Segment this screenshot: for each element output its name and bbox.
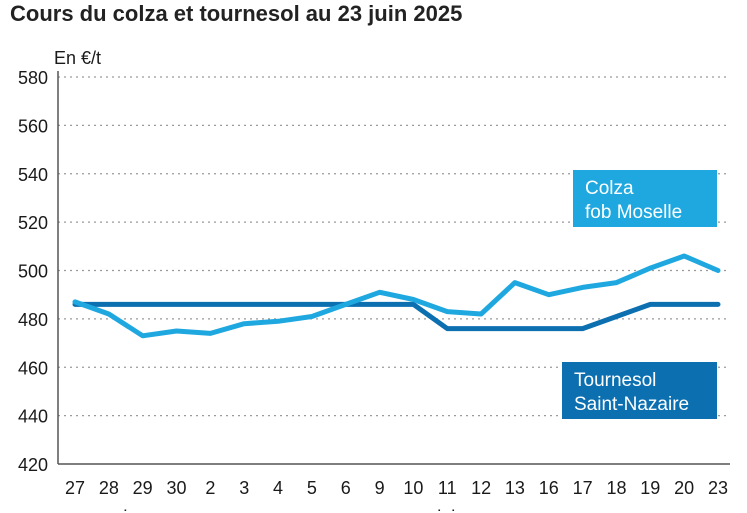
series-line-colza xyxy=(72,253,721,339)
y-tick-label: 440 xyxy=(18,407,48,427)
axes xyxy=(57,71,730,465)
x-tick-label: 2 xyxy=(205,478,215,498)
x-tick-label: 12 xyxy=(471,478,491,498)
x-tick-label: 5 xyxy=(307,478,317,498)
month-labels: mai juin xyxy=(98,507,465,513)
month-label: juin xyxy=(436,507,465,513)
x-tick-label: 27 xyxy=(65,478,85,498)
legend-colza: Colza fob Moselle xyxy=(573,170,717,227)
series-line-tournesol xyxy=(72,301,721,332)
x-tick-label: 20 xyxy=(674,478,694,498)
x-tick-label: 6 xyxy=(341,478,351,498)
x-tick-label: 10 xyxy=(403,478,423,498)
x-tick-label: 13 xyxy=(505,478,525,498)
x-tick-labels: 27 28 29 30 2 3 4 5 6 9 10 11 12 13 16 17 18 19 20 23 xyxy=(65,478,728,498)
y-tick-label: 480 xyxy=(18,310,48,330)
x-tick-label: 9 xyxy=(375,478,385,498)
x-tick-label: 23 xyxy=(708,478,728,498)
x-tick-label: 3 xyxy=(239,478,249,498)
series-lines xyxy=(72,253,721,339)
y-axis-unit-label: En €/t xyxy=(54,48,101,68)
x-tick-label: 4 xyxy=(273,478,283,498)
legend-box xyxy=(573,170,717,227)
legend-label: Saint-Nazaire xyxy=(574,394,689,415)
x-tick-label: 28 xyxy=(99,478,119,498)
legend-tournesol: Tournesol Saint-Nazaire xyxy=(562,362,717,419)
y-tick-label: 420 xyxy=(18,455,48,475)
legends: Colza fob Moselle Tournesol Saint-Nazaire xyxy=(562,170,717,419)
y-tick-label: 520 xyxy=(18,213,48,233)
x-tick-label: 16 xyxy=(539,478,559,498)
legend-label: Colza xyxy=(585,178,634,199)
x-tick-label: 18 xyxy=(606,478,626,498)
legend-box xyxy=(562,362,717,419)
x-tick-label: 30 xyxy=(167,478,187,498)
legend-label: fob Moselle xyxy=(585,202,682,223)
y-tick-label: 540 xyxy=(18,165,48,185)
chart-title: Cours du colza et tournesol au 23 juin 2… xyxy=(10,1,463,26)
month-label: mai xyxy=(98,507,127,513)
x-tick-label: 11 xyxy=(438,478,457,498)
y-tick-label: 580 xyxy=(18,68,48,88)
y-tick-label: 500 xyxy=(18,262,48,282)
y-tick-label: 560 xyxy=(18,116,48,136)
y-tick-labels: 420 440 460 480 500 520 540 560 580 xyxy=(18,68,48,475)
x-tick-label: 29 xyxy=(133,478,153,498)
x-tick-label: 19 xyxy=(640,478,660,498)
legend-label: Tournesol xyxy=(574,370,656,391)
y-tick-label: 460 xyxy=(18,358,48,378)
x-tick-label: 17 xyxy=(573,478,593,498)
